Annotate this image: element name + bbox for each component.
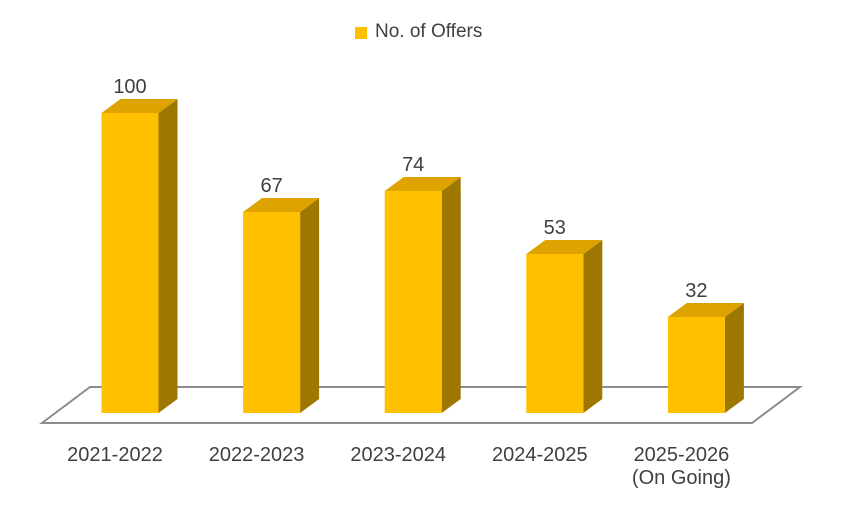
bar-top-face [384,177,461,191]
x-axis-category-label: 2025-2026 [634,444,730,466]
bar-front-face [243,212,301,413]
bar-top-face [243,198,320,212]
legend: No. of Offers [355,21,483,42]
bar-value-label: 74 [402,154,424,176]
x-axis-category-label: 2023-2024 [350,444,446,466]
bar-value-label: 53 [544,217,566,239]
x-axis-category-label: (On Going) [632,467,731,489]
bar-side-face [441,177,461,413]
bar-value-label: 100 [113,76,146,98]
x-axis-category-label: 2021-2022 [67,444,163,466]
bar-top-face [526,240,603,254]
x-axis-category-label: 2024-2025 [492,444,588,466]
chart-floor [39,386,803,424]
bar-side-face [583,240,603,413]
bar-value-label: 32 [685,280,707,302]
legend-swatch-icon [355,27,367,39]
bar-value-label: 67 [260,175,282,197]
bar-front-face [101,113,159,413]
legend-label: No. of Offers [375,21,483,42]
bar-side-face [300,198,320,413]
bar-front-face [667,317,725,413]
x-axis-category-label: 2022-2023 [209,444,305,466]
bar-front-face [526,254,584,413]
bar-top-face [101,99,178,113]
bar-top-face [667,303,744,317]
bar-side-face [158,99,178,413]
bar-front-face [384,191,442,413]
bar-side-face [724,303,744,413]
